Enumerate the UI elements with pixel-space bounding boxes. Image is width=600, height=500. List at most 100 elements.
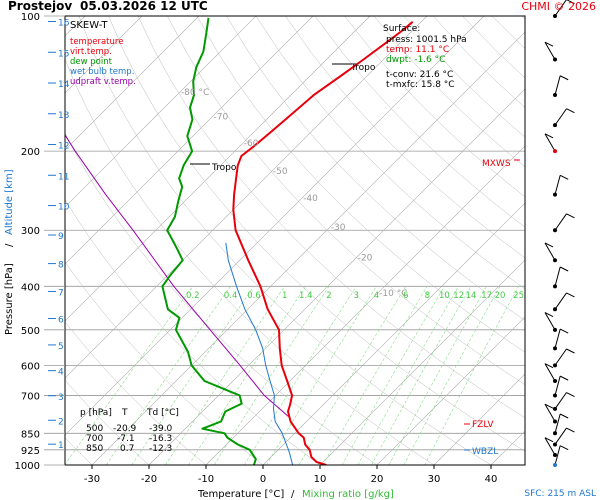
altitude-tick-label: 14 bbox=[58, 80, 70, 90]
mixing-ratio-label: 0.4 bbox=[224, 291, 238, 301]
altitude-tick-label: 10 bbox=[58, 203, 70, 213]
surface-dwpt: dwpt: -1.6 °C bbox=[386, 55, 445, 65]
altitude-tick-label: 8 bbox=[58, 261, 64, 271]
wind-barb-feather bbox=[566, 348, 575, 354]
dry-adiabat bbox=[65, 198, 321, 465]
table-header-td: Td [°C] bbox=[146, 408, 179, 418]
pressure-tick-label: 100 bbox=[21, 12, 40, 23]
temperature-tick-label: 20 bbox=[371, 474, 384, 485]
wind-barb-staff bbox=[544, 363, 556, 382]
mixing-ratio-label: 1 bbox=[282, 291, 287, 301]
altitude-tick-label: 15 bbox=[58, 49, 69, 59]
temperature-tick-label: -30 bbox=[84, 474, 100, 485]
wind-barb-staff bbox=[554, 328, 561, 349]
wind-barb-feather bbox=[559, 328, 569, 334]
wind-barb-dot bbox=[553, 463, 557, 467]
surface-press: press: 1001.5 hPa bbox=[386, 35, 467, 45]
wind-barb-staff bbox=[554, 75, 561, 96]
altitude-tick-label: 5 bbox=[58, 342, 64, 352]
dry-adiabat bbox=[137, 16, 525, 419]
wind-barb-dot bbox=[553, 258, 557, 263]
isotherm-line bbox=[65, 16, 428, 379]
wind-barb-dot bbox=[553, 431, 557, 436]
mixing-ratio-line bbox=[213, 286, 330, 465]
wind-barb-dot bbox=[553, 57, 557, 62]
table-header-p: p [hPa] bbox=[80, 408, 112, 418]
wind-barb-dot bbox=[553, 13, 557, 18]
wind-barb-staff bbox=[554, 376, 561, 396]
dry-adiabat bbox=[65, 321, 207, 465]
temperature-tick-label: 10 bbox=[314, 474, 327, 485]
wind-barb bbox=[553, 292, 575, 312]
plot-annotations: 0.2 0.4 0.6 1 1.4 2 3 4 6 8 10 12 14 17 20 25 -80 °C -70 -… bbox=[181, 63, 524, 451]
table-cell: -39.0 bbox=[149, 424, 173, 434]
wind-barb bbox=[544, 437, 557, 457]
altitude-tick-label: 6 bbox=[58, 316, 64, 326]
mixing-ratio-label: 0.6 bbox=[247, 291, 261, 301]
wind-barb-dot bbox=[553, 452, 557, 457]
surface-tmxfc: t-mxfc: 15.8 °C bbox=[386, 80, 455, 90]
mixing-ratio-line bbox=[298, 286, 406, 465]
y-axis-label-pressure: Pressure [hPa] bbox=[4, 263, 15, 335]
isotherm-line bbox=[433, 373, 525, 465]
wind-barb-dot bbox=[553, 363, 557, 368]
mixing-ratio-label: 0.2 bbox=[186, 291, 200, 301]
wind-barb bbox=[553, 328, 569, 351]
wind-barb-feather bbox=[559, 413, 569, 419]
wet-bulb-curve bbox=[225, 242, 294, 465]
table-cell: 700 bbox=[86, 434, 103, 444]
wind-barb bbox=[544, 312, 557, 332]
isotherm-line bbox=[65, 16, 314, 265]
mixing-ratio-label: 1.4 bbox=[299, 291, 313, 301]
legend-dew-point: dew point bbox=[70, 57, 113, 67]
altitude-tick-label: 16 bbox=[58, 19, 70, 29]
wind-barb-dot bbox=[553, 228, 557, 233]
wind-barb-staff bbox=[554, 213, 567, 231]
wind-barb bbox=[553, 427, 575, 447]
wind-barb-staff bbox=[554, 427, 567, 445]
updraft-vtemp-curve bbox=[65, 133, 289, 417]
wind-barb bbox=[544, 363, 557, 383]
wind-barb-feather bbox=[544, 133, 554, 139]
isotherm-label: -80 °C bbox=[181, 88, 209, 98]
pressure-tick-label: 1000 bbox=[15, 461, 40, 472]
legend-temperature: temperature bbox=[70, 37, 123, 47]
altitude-tick-label: 2 bbox=[58, 417, 64, 427]
x-axis-label-separator: / bbox=[291, 489, 295, 500]
mixing-ratio-label: 14 bbox=[466, 291, 477, 301]
isotherm-line bbox=[65, 16, 200, 151]
wind-barb-feather bbox=[544, 363, 554, 369]
wind-barb bbox=[553, 445, 569, 467]
altitude-tick-label: 1 bbox=[58, 441, 64, 451]
wind-barb-feather bbox=[544, 242, 554, 248]
pressure-tick-label: 700 bbox=[21, 391, 40, 402]
pressure-tick-label: 850 bbox=[21, 429, 40, 440]
wind-barb-feather bbox=[544, 41, 554, 47]
station-name: Prostejov bbox=[8, 0, 72, 13]
mixing-ratio-label: 8 bbox=[425, 291, 430, 301]
table-cell: -7.1 bbox=[117, 434, 135, 444]
mxws-label: MXWS bbox=[482, 159, 511, 169]
table-cell: 500 bbox=[86, 424, 103, 434]
wind-barb-staff bbox=[554, 392, 567, 410]
wind-barb-dot bbox=[553, 419, 557, 424]
wind-barb-feather bbox=[559, 174, 569, 180]
wind-barb-feather bbox=[566, 213, 575, 219]
dry-adiabat bbox=[255, 16, 525, 290]
dry-adiabat bbox=[78, 16, 492, 465]
isotherm-label: -50 bbox=[273, 167, 288, 177]
table-cell: 850 bbox=[86, 444, 103, 454]
wind-barb bbox=[553, 75, 569, 98]
wind-barb-dot bbox=[553, 93, 557, 98]
temperature-curve bbox=[232, 21, 414, 465]
isotherm-label: -40 bbox=[303, 194, 318, 204]
mixing-ratio-label: 25 bbox=[513, 291, 524, 301]
plot-grid bbox=[65, 16, 525, 465]
altitude-tick-label: 3 bbox=[58, 393, 64, 403]
wind-barb-feather bbox=[559, 75, 569, 81]
wind-barb-staff bbox=[554, 292, 567, 310]
altitude-tick-label: 12 bbox=[58, 142, 69, 152]
plot-axes: 1002003004005006007008509251000123456789… bbox=[15, 12, 498, 485]
wind-barb-dot bbox=[553, 346, 557, 351]
mixing-ratio-label: 2 bbox=[326, 291, 331, 301]
